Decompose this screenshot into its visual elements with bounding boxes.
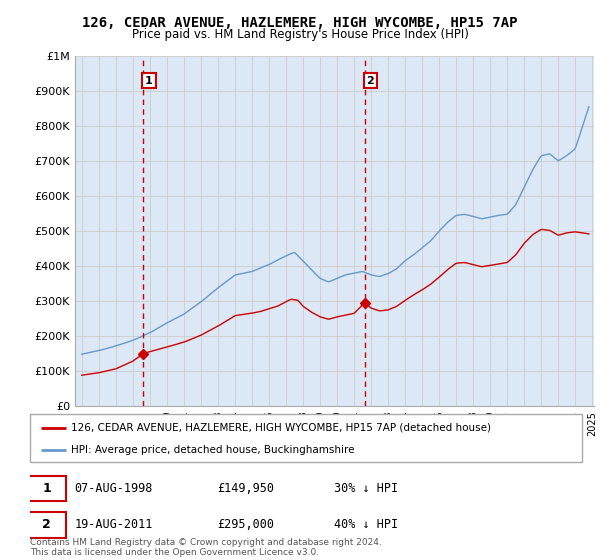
- Text: 40% ↓ HPI: 40% ↓ HPI: [334, 519, 398, 531]
- FancyBboxPatch shape: [27, 512, 66, 538]
- Text: 2: 2: [42, 519, 51, 531]
- Text: £295,000: £295,000: [218, 519, 275, 531]
- Text: 30% ↓ HPI: 30% ↓ HPI: [334, 482, 398, 495]
- Text: Price paid vs. HM Land Registry's House Price Index (HPI): Price paid vs. HM Land Registry's House …: [131, 28, 469, 41]
- FancyBboxPatch shape: [27, 476, 66, 501]
- FancyBboxPatch shape: [30, 414, 582, 462]
- Text: 07-AUG-1998: 07-AUG-1998: [74, 482, 152, 495]
- Text: £149,950: £149,950: [218, 482, 275, 495]
- Text: 1: 1: [42, 482, 51, 495]
- Text: 1: 1: [145, 76, 153, 86]
- Text: 19-AUG-2011: 19-AUG-2011: [74, 519, 152, 531]
- Text: 126, CEDAR AVENUE, HAZLEMERE, HIGH WYCOMBE, HP15 7AP: 126, CEDAR AVENUE, HAZLEMERE, HIGH WYCOM…: [82, 16, 518, 30]
- Text: 126, CEDAR AVENUE, HAZLEMERE, HIGH WYCOMBE, HP15 7AP (detached house): 126, CEDAR AVENUE, HAZLEMERE, HIGH WYCOM…: [71, 423, 491, 433]
- Text: 2: 2: [367, 76, 374, 86]
- Text: Contains HM Land Registry data © Crown copyright and database right 2024.
This d: Contains HM Land Registry data © Crown c…: [30, 538, 382, 557]
- Text: HPI: Average price, detached house, Buckinghamshire: HPI: Average price, detached house, Buck…: [71, 445, 355, 455]
